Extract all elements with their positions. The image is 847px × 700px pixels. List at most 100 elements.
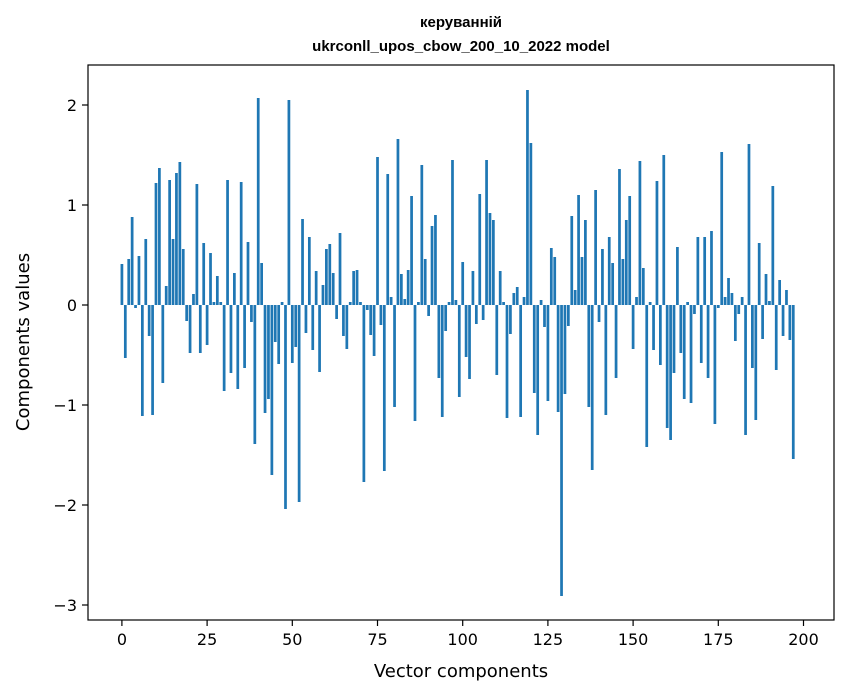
bar-component-86	[413, 305, 417, 421]
bar-component-147	[621, 259, 625, 305]
bar-component-68	[352, 271, 356, 305]
bar-component-180	[733, 305, 737, 341]
bar-component-49	[287, 100, 291, 305]
bar-component-181	[737, 305, 741, 314]
bar-component-58	[318, 305, 321, 372]
bar-component-108	[488, 213, 492, 305]
bar-component-42	[263, 305, 267, 413]
bar-component-36	[243, 305, 246, 368]
bar-component-8	[147, 305, 151, 336]
bar-component-165	[682, 305, 686, 399]
x-axis-ticks: 0 25 50 75 100 125 150 175 200	[117, 620, 819, 649]
bar-component-145	[614, 305, 618, 378]
bar-component-101	[464, 305, 468, 357]
x-tick-label: 175	[703, 630, 734, 649]
bar-component-33	[233, 273, 236, 305]
bar-component-103	[471, 271, 475, 305]
bar-component-57	[314, 271, 318, 305]
bar-component-54	[304, 305, 308, 333]
bar-component-127	[553, 257, 557, 305]
bar-component-84	[406, 270, 410, 305]
bar-component-196	[788, 305, 792, 340]
bar-component-158	[659, 305, 662, 365]
bar-component-115	[512, 293, 516, 305]
bar-component-78	[386, 174, 390, 305]
y-tick-label: 1	[67, 196, 77, 215]
bar-component-185	[751, 305, 754, 368]
bar-component-98	[454, 300, 458, 305]
bar-component-2	[127, 259, 131, 305]
bar-component-10	[154, 183, 158, 305]
bar-component-169	[696, 237, 700, 305]
bar-component-106	[481, 305, 485, 320]
bar-component-69	[355, 270, 359, 305]
bar-component-173	[710, 231, 713, 305]
bar-component-43	[267, 305, 270, 399]
bar-component-154	[645, 305, 649, 447]
y-axis-label: Components values	[13, 253, 34, 431]
bar-component-153	[641, 268, 645, 305]
bar-component-35	[239, 182, 243, 305]
bar-component-183	[744, 305, 747, 435]
bar-component-123	[539, 300, 543, 305]
bar-component-164	[679, 305, 683, 353]
bar-component-122	[536, 305, 540, 435]
bar-component-155	[648, 302, 652, 305]
bar-component-45	[273, 305, 277, 342]
bar-component-197	[791, 305, 795, 459]
bar-component-146	[618, 169, 621, 305]
bar-component-139	[594, 190, 597, 305]
bar-component-156	[652, 305, 655, 350]
bar-component-192	[774, 305, 778, 370]
bar-component-60	[325, 249, 328, 305]
bar-component-163	[676, 247, 679, 305]
bar-component-83	[403, 299, 407, 305]
bar-component-90	[427, 305, 430, 316]
bar-component-100	[461, 262, 465, 305]
bar-component-109	[492, 220, 495, 305]
bar-component-46	[277, 305, 281, 364]
bar-component-178	[727, 278, 730, 305]
bar-component-104	[474, 305, 478, 324]
bar-component-50	[290, 305, 294, 363]
bar-component-175	[716, 305, 720, 308]
bar-component-140	[597, 305, 601, 322]
y-tick-label: −2	[53, 496, 77, 515]
bar-component-112	[502, 302, 505, 305]
bar-component-189	[764, 274, 768, 305]
bar-component-31	[226, 180, 229, 305]
bar-component-70	[359, 302, 362, 305]
bar-component-73	[369, 305, 373, 335]
bar-component-20	[188, 305, 192, 353]
bar-component-67	[348, 302, 352, 305]
bar-component-71	[362, 305, 366, 482]
bar-component-25	[205, 305, 209, 345]
bar-component-184	[747, 144, 751, 305]
bar-component-187	[757, 243, 761, 305]
x-tick-label: 75	[367, 630, 387, 649]
bar-component-9	[151, 305, 154, 415]
bar-component-63	[335, 305, 338, 319]
x-tick-label: 25	[197, 630, 217, 649]
bar-component-80	[393, 305, 396, 407]
bar-component-190	[768, 301, 771, 305]
bar-component-34	[236, 305, 240, 389]
bar-component-121	[532, 305, 536, 393]
bar-component-160	[665, 305, 669, 428]
bar-component-1	[123, 305, 127, 358]
bar-component-52	[297, 305, 301, 502]
bar-component-102	[468, 305, 471, 379]
bar-component-114	[509, 305, 512, 334]
bar-component-56	[311, 305, 315, 350]
y-tick-label: 0	[67, 296, 77, 315]
y-tick-label: −3	[53, 596, 77, 615]
bar-component-168	[693, 305, 696, 314]
x-tick-label: 50	[282, 630, 302, 649]
bar-component-26	[209, 253, 212, 305]
bar-component-128	[556, 305, 560, 412]
plot-area-frame	[87, 64, 835, 621]
bar-component-171	[703, 237, 707, 305]
bar-component-29	[219, 302, 223, 305]
bar-component-191	[771, 186, 775, 305]
